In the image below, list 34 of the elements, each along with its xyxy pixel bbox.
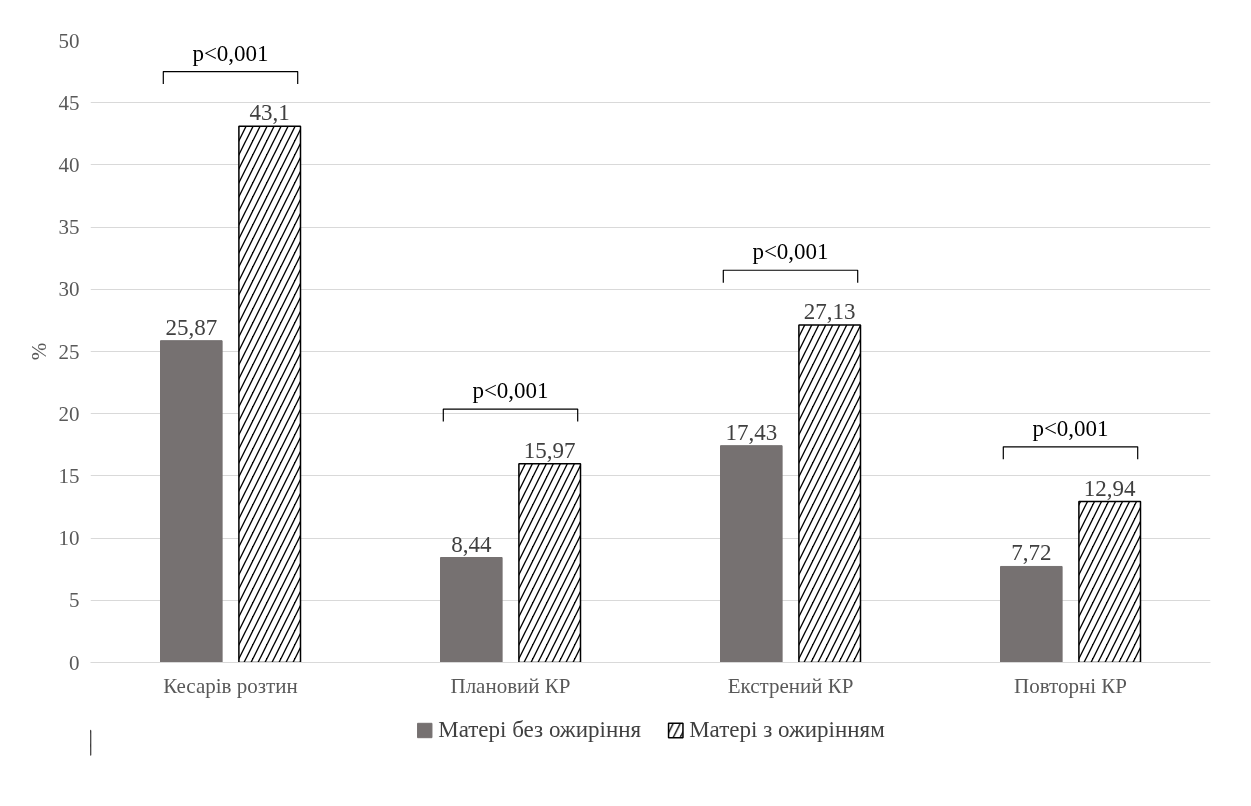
bar bbox=[720, 445, 783, 663]
data-label: 7,72 bbox=[1011, 540, 1052, 566]
y-tick-label: 0 bbox=[69, 650, 80, 675]
y-tick-label: 30 bbox=[58, 277, 80, 302]
data-label: 27,13 bbox=[803, 299, 856, 324]
y-tick-label: 45 bbox=[58, 90, 80, 115]
y-tick-label: 35 bbox=[58, 215, 80, 240]
bar bbox=[1000, 565, 1063, 663]
annotation: p<0,001 bbox=[192, 40, 269, 66]
bar bbox=[440, 557, 503, 663]
y-tick-label: 50 bbox=[58, 28, 80, 53]
y-tick-label: 25 bbox=[58, 339, 80, 364]
data-label: 43,1 bbox=[249, 100, 290, 126]
annotation: p<0,001 bbox=[752, 239, 829, 265]
data-label: 17,43 bbox=[725, 419, 778, 445]
data-label: 12,94 bbox=[1083, 475, 1137, 501]
x-tick-label: Плановий КР bbox=[450, 673, 571, 698]
y-tick-label: 15 bbox=[58, 463, 80, 488]
annotation: p<0,001 bbox=[472, 378, 549, 404]
y-tick-label: 5 bbox=[69, 588, 80, 613]
data-label: 15,97 bbox=[523, 437, 576, 463]
data-label: 8,44 bbox=[451, 531, 492, 557]
legend-label: Матері з ожирінням bbox=[689, 717, 885, 743]
annotation: p<0,001 bbox=[1032, 415, 1109, 441]
x-tick-label: Екстрений КР bbox=[727, 673, 854, 698]
y-tick-label: 40 bbox=[58, 152, 80, 177]
x-tick-label: Повторні КР bbox=[1014, 673, 1127, 698]
y-tick-label: 20 bbox=[58, 401, 80, 426]
bar bbox=[160, 340, 223, 663]
x-tick-label: Кесарів розтин bbox=[163, 673, 298, 698]
data-label: 25,87 bbox=[165, 314, 218, 340]
y-tick-label: 10 bbox=[58, 526, 80, 551]
legend-label: Матері без ожиріння bbox=[438, 717, 642, 743]
y-axis-title: % bbox=[26, 342, 51, 361]
